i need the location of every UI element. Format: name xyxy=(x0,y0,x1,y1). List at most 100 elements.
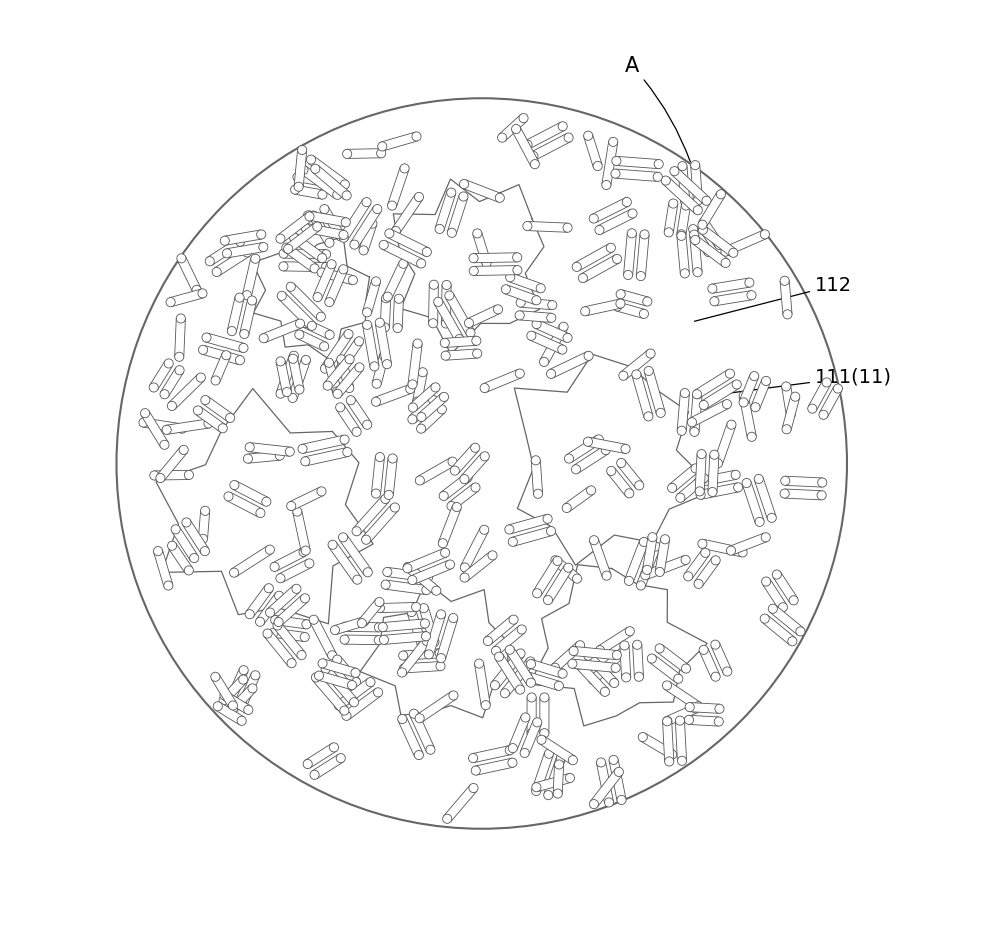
Polygon shape xyxy=(340,199,370,240)
Polygon shape xyxy=(462,552,495,581)
Polygon shape xyxy=(246,586,273,617)
Circle shape xyxy=(333,190,342,199)
Circle shape xyxy=(164,359,173,368)
Circle shape xyxy=(352,427,361,437)
Circle shape xyxy=(441,351,450,361)
Circle shape xyxy=(747,291,756,299)
Polygon shape xyxy=(512,527,552,546)
Circle shape xyxy=(553,789,562,798)
Circle shape xyxy=(379,635,388,644)
Polygon shape xyxy=(411,560,452,584)
Polygon shape xyxy=(243,258,260,297)
Circle shape xyxy=(175,352,184,362)
Polygon shape xyxy=(616,157,659,169)
Circle shape xyxy=(581,307,590,316)
Polygon shape xyxy=(762,616,795,645)
Circle shape xyxy=(162,425,171,435)
Circle shape xyxy=(211,375,220,385)
Circle shape xyxy=(285,447,294,456)
Polygon shape xyxy=(156,388,373,624)
Circle shape xyxy=(711,672,720,681)
Circle shape xyxy=(390,503,399,512)
Circle shape xyxy=(520,748,529,757)
Circle shape xyxy=(343,149,352,159)
Circle shape xyxy=(648,533,657,541)
Circle shape xyxy=(336,232,345,241)
Circle shape xyxy=(628,209,637,218)
Polygon shape xyxy=(363,504,398,543)
Circle shape xyxy=(345,384,354,392)
Circle shape xyxy=(294,183,303,191)
Circle shape xyxy=(116,98,847,829)
Polygon shape xyxy=(609,759,626,801)
Circle shape xyxy=(282,387,291,397)
Circle shape xyxy=(693,196,702,205)
Circle shape xyxy=(262,497,271,506)
Circle shape xyxy=(430,638,439,646)
Circle shape xyxy=(149,383,158,392)
Polygon shape xyxy=(252,236,370,362)
Circle shape xyxy=(681,201,690,210)
Circle shape xyxy=(602,181,611,189)
Circle shape xyxy=(555,760,564,769)
Circle shape xyxy=(305,212,314,221)
Circle shape xyxy=(282,243,291,252)
Circle shape xyxy=(316,312,325,322)
Circle shape xyxy=(596,758,606,767)
Circle shape xyxy=(619,371,628,380)
Polygon shape xyxy=(387,229,429,256)
Circle shape xyxy=(435,649,444,658)
Circle shape xyxy=(516,685,525,694)
Circle shape xyxy=(493,305,503,314)
Circle shape xyxy=(515,369,524,378)
Polygon shape xyxy=(141,411,168,447)
Circle shape xyxy=(338,533,348,542)
Polygon shape xyxy=(284,249,326,259)
Polygon shape xyxy=(567,436,601,463)
Polygon shape xyxy=(520,298,553,310)
Polygon shape xyxy=(540,324,568,364)
Polygon shape xyxy=(677,393,689,431)
Circle shape xyxy=(445,560,455,569)
Circle shape xyxy=(480,384,489,393)
Circle shape xyxy=(317,487,326,496)
Text: 111(11): 111(11) xyxy=(717,367,892,395)
Circle shape xyxy=(611,663,620,672)
Circle shape xyxy=(708,488,717,497)
Circle shape xyxy=(500,689,509,698)
Circle shape xyxy=(307,322,316,330)
Circle shape xyxy=(691,464,700,473)
Circle shape xyxy=(622,197,631,207)
Circle shape xyxy=(299,548,308,556)
Circle shape xyxy=(310,770,319,780)
Circle shape xyxy=(219,696,228,705)
Polygon shape xyxy=(388,167,409,207)
Circle shape xyxy=(238,700,247,709)
Circle shape xyxy=(320,205,329,213)
Circle shape xyxy=(781,476,790,486)
Polygon shape xyxy=(663,721,674,762)
Circle shape xyxy=(565,773,574,782)
Circle shape xyxy=(325,330,334,339)
Circle shape xyxy=(681,197,690,206)
Polygon shape xyxy=(690,394,702,432)
Circle shape xyxy=(289,351,298,361)
Circle shape xyxy=(574,660,584,669)
Circle shape xyxy=(375,597,384,606)
Circle shape xyxy=(677,426,686,436)
Circle shape xyxy=(636,581,645,590)
Circle shape xyxy=(589,800,598,808)
Circle shape xyxy=(431,383,440,392)
Polygon shape xyxy=(336,405,360,435)
Polygon shape xyxy=(211,675,237,708)
Circle shape xyxy=(295,330,304,339)
Circle shape xyxy=(469,754,478,763)
Polygon shape xyxy=(325,268,348,304)
Polygon shape xyxy=(644,555,687,579)
Circle shape xyxy=(422,248,431,257)
Polygon shape xyxy=(701,381,739,409)
Circle shape xyxy=(251,671,260,679)
Polygon shape xyxy=(278,213,312,242)
Polygon shape xyxy=(434,299,463,341)
Polygon shape xyxy=(382,241,423,268)
